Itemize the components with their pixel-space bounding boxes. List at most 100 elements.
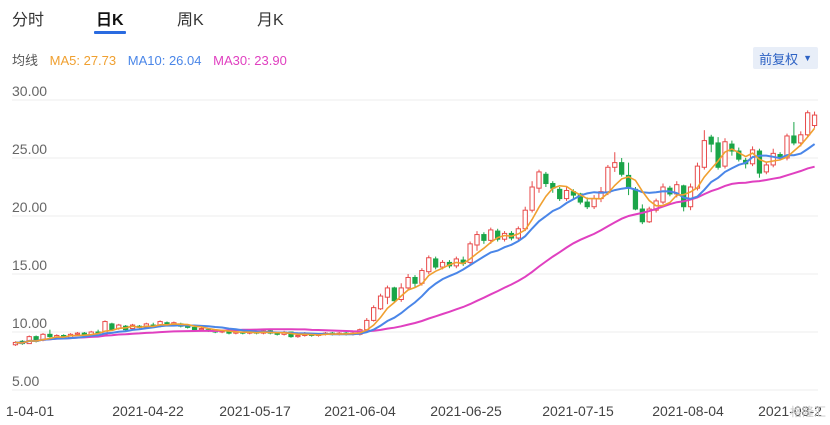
candle	[467, 241, 473, 265]
candle	[536, 169, 542, 193]
ma-legend: 均线 MA5: 27.73 MA10: 26.04 MA30: 23.90	[12, 50, 295, 69]
tab-monthly-k[interactable]: 月K	[257, 12, 284, 29]
candle	[660, 183, 666, 205]
candle	[625, 162, 632, 196]
candle	[495, 228, 501, 242]
candle-body-down	[433, 258, 439, 268]
candle	[563, 187, 570, 201]
candle-body-down	[391, 287, 397, 302]
candle	[426, 255, 432, 274]
candle-body-up	[770, 152, 776, 166]
y-tick-label: 15.00	[12, 257, 47, 273]
candle-body-down	[584, 201, 590, 208]
candle	[770, 148, 776, 168]
x-tick-label: 2021-06-25	[430, 403, 502, 419]
candle-body-up	[74, 332, 81, 335]
active-tab-underline	[94, 31, 126, 34]
candle-body-up	[605, 166, 611, 194]
candle-body-down	[708, 136, 714, 145]
candle	[481, 232, 487, 244]
candle-body-up	[687, 186, 694, 208]
candle	[377, 293, 384, 310]
candle-body-down	[756, 150, 763, 174]
candle-body-up	[377, 295, 384, 310]
candle-body-down	[791, 135, 797, 144]
candle-body-down	[557, 188, 563, 200]
candle-body-down	[226, 331, 232, 334]
candle-body-up	[439, 261, 446, 268]
candle-body-down	[543, 173, 549, 185]
candle-body-up	[529, 186, 535, 211]
x-tick-label: 2021-05-17	[219, 403, 291, 419]
candle-body-up	[405, 276, 411, 289]
candle-body-up	[488, 229, 494, 241]
period-tabs: 分时 日K 周K 月K	[0, 0, 830, 38]
candle	[412, 275, 418, 288]
candle	[529, 181, 535, 213]
candle-body-up	[612, 162, 618, 168]
candle-body-up	[763, 164, 769, 173]
candle-body-up	[384, 287, 391, 298]
candle	[715, 137, 721, 170]
candle	[619, 158, 625, 177]
candle-body-down	[736, 150, 742, 160]
candle	[736, 147, 742, 162]
candle-body-down	[191, 326, 198, 331]
price-adjust-dropdown[interactable]: 前复权 ▼	[753, 47, 818, 69]
candle	[460, 256, 466, 266]
candle	[763, 161, 769, 175]
candlestick-series	[12, 110, 818, 346]
y-axis-ticks: 30.00 25.00 20.00 15.00 10.00 5.00	[12, 83, 47, 389]
candle	[687, 183, 694, 211]
candle	[591, 195, 597, 210]
tab-intraday[interactable]: 分时	[12, 12, 45, 29]
candle-body-up	[426, 257, 432, 273]
candle-body-up	[536, 171, 542, 189]
watermark-text: 格隆汇	[790, 404, 826, 419]
candle	[701, 130, 707, 170]
candle-body-up	[591, 198, 597, 208]
candle-body-up	[660, 186, 666, 203]
candle	[543, 171, 549, 187]
ma30-label: MA30: 23.90	[213, 53, 287, 68]
ma5-label: MA5: 27.73	[49, 53, 117, 68]
candle-body-up	[646, 208, 652, 223]
candle-body-down	[481, 234, 487, 241]
candle-body-up	[467, 243, 473, 263]
x-tick-label: 2021-06-04	[324, 403, 396, 419]
candle-body-up	[474, 234, 480, 246]
candle	[398, 283, 404, 302]
y-tick-label: 20.00	[12, 199, 47, 215]
candle	[708, 134, 714, 153]
tab-weekly-k[interactable]: 周K	[177, 12, 204, 29]
y-tick-label: 25.00	[12, 141, 47, 157]
x-tick-label: 2021-04-22	[112, 403, 184, 419]
caret-down-icon: ▼	[803, 53, 812, 63]
candle-body-down	[109, 323, 115, 331]
candle	[391, 286, 397, 303]
tab-daily-k[interactable]: 日K	[96, 12, 124, 29]
candle-body-up	[371, 307, 377, 321]
candle	[598, 187, 604, 203]
candle-body-up	[784, 135, 790, 159]
candle-body-up	[522, 209, 528, 230]
x-tick-label: 1-04-01	[6, 403, 54, 419]
x-tick-label: 2021-08-04	[652, 403, 724, 419]
candle-body-down	[619, 162, 625, 175]
candle-body-down	[729, 143, 735, 152]
candle-body-down	[577, 193, 583, 203]
candle-body-up	[295, 334, 301, 338]
x-tick-label: 2021-07-15	[542, 403, 614, 419]
candle	[791, 122, 797, 146]
ma5-line	[15, 127, 816, 344]
candle-body-up	[805, 112, 811, 136]
candle	[488, 227, 494, 244]
x-tick-label: 2021-08-2	[758, 403, 822, 419]
y-tick-label: 5.00	[12, 373, 39, 389]
candle-body-down	[47, 333, 53, 338]
price-adjust-label: 前复权	[759, 51, 799, 67]
candle	[811, 111, 818, 128]
y-tick-label: 10.00	[12, 315, 47, 331]
candle-body-up	[798, 134, 804, 144]
